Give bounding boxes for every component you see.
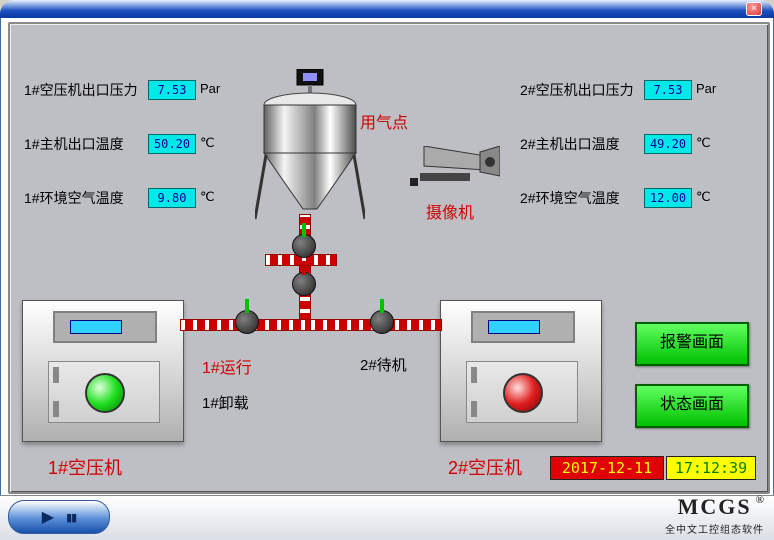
logo-subtitle: 全中文工控组态软件	[665, 525, 764, 536]
right-outlet_temp-unit: ℃	[696, 135, 711, 151]
time-display: 17:12:39	[666, 456, 756, 480]
right-amb_temp-value: 12.00	[644, 188, 692, 208]
right-pressure-label: 2#空压机出口压力	[520, 80, 634, 100]
valve-v_left-handle	[245, 299, 249, 313]
compressor-1	[22, 300, 184, 442]
right-outlet_temp-value: 49.20	[644, 134, 692, 154]
right-amb_temp-label: 2#环境空气温度	[520, 188, 620, 208]
right-pressure-unit: Par	[696, 81, 716, 96]
valve-v_mid-handle	[302, 261, 306, 275]
mcgs-logo: MCGS ® 全中文工控组态软件	[665, 494, 764, 538]
bottom-bar: ▶ ▮▮ MCGS ® 全中文工控组态软件	[0, 495, 774, 540]
left-outlet_temp-value: 50.20	[148, 134, 196, 154]
compressor-2-display	[471, 311, 575, 343]
compressor-2-hinge	[471, 401, 477, 417]
titlebar: ×	[0, 0, 774, 18]
valve-v_mid[interactable]	[292, 272, 316, 296]
right-outlet_temp-label: 2#主机出口温度	[520, 134, 620, 154]
valve-v_top[interactable]	[292, 234, 316, 258]
compressor-2-status-light	[503, 373, 543, 413]
label-unload: 1#卸载	[202, 392, 249, 413]
alarm-screen-button[interactable]: 报警画面	[635, 322, 749, 366]
left-outlet_temp-label: 1#主机出口温度	[24, 134, 124, 154]
valve-v_right-handle	[380, 299, 384, 313]
status-screen-button[interactable]: 状态画面	[635, 384, 749, 428]
label-gas_point: 用气点	[360, 109, 408, 133]
play-icon: ▶	[42, 507, 54, 527]
label-comp1_name: 1#空压机	[48, 454, 122, 480]
right-pressure-value: 7.53	[644, 80, 692, 100]
compressor-2-hinge	[471, 367, 477, 383]
left-amb_temp-value: 9.80	[148, 188, 196, 208]
scada-panel: 报警画面 状态画面 2017-12-11 17:12:39 1#空压机出口压力 7…	[8, 22, 770, 494]
gas-tank	[255, 69, 365, 219]
compressor-1-display	[53, 311, 157, 343]
compressor-2	[440, 300, 602, 442]
valve-v_top-handle	[302, 223, 306, 237]
left-pressure-value: 7.53	[148, 80, 196, 100]
left-pressure-label: 1#空压机出口压力	[24, 80, 138, 100]
label-camera: 摄像机	[426, 199, 474, 223]
window-close-button[interactable]: ×	[746, 2, 762, 16]
playback-control[interactable]: ▶ ▮▮	[8, 500, 110, 534]
label-standby: 2#待机	[360, 354, 407, 375]
label-run_status: 1#运行	[202, 354, 252, 378]
compressor-1-hinge	[53, 367, 59, 383]
camera-icon	[410, 146, 500, 188]
pause-icon: ▮▮	[66, 511, 76, 524]
valve-v_left[interactable]	[235, 310, 259, 334]
label-comp2_name: 2#空压机	[448, 454, 522, 480]
right-amb_temp-unit: ℃	[696, 189, 711, 205]
compressor-1-hinge	[53, 401, 59, 417]
date-display: 2017-12-11	[550, 456, 664, 480]
app-window: ×	[0, 0, 774, 540]
left-amb_temp-unit: ℃	[200, 189, 215, 205]
logo-text: MCGS	[678, 494, 752, 519]
left-pressure-unit: Par	[200, 81, 220, 96]
left-amb_temp-label: 1#环境空气温度	[24, 188, 124, 208]
valve-v_right[interactable]	[370, 310, 394, 334]
left-outlet_temp-unit: ℃	[200, 135, 215, 151]
compressor-1-status-light	[85, 373, 125, 413]
logo-registered: ®	[756, 494, 764, 506]
